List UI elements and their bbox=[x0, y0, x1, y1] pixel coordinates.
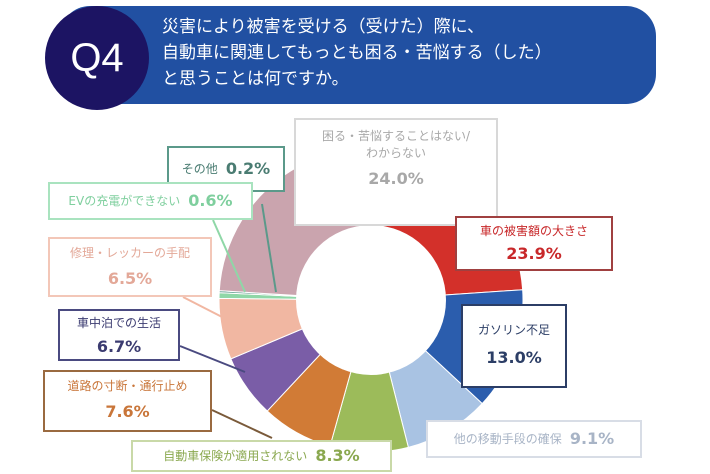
slice-value: 9.1% bbox=[569, 429, 615, 448]
leader-line-other bbox=[261, 203, 277, 293]
label-carsleep: 車中泊での生活 6.7% bbox=[58, 309, 180, 361]
question-banner bbox=[60, 6, 656, 104]
question-number-badge: Q4 bbox=[45, 6, 149, 110]
question-line: と思うことは何ですか。 bbox=[162, 69, 349, 89]
slice-value: 6.7% bbox=[96, 337, 142, 356]
label-damage-cost: 車の被害額の大きさ 23.9% bbox=[455, 216, 613, 271]
label-no-problem: 困る・苦悩することはない/わからない 24.0% bbox=[294, 118, 498, 226]
slice-label: 他の移動手段の確保 bbox=[453, 431, 562, 446]
slice-value: 8.3% bbox=[315, 446, 360, 465]
slice-value: 23.9% bbox=[506, 244, 562, 263]
label-road: 道路の寸断・通行止め 7.6% bbox=[43, 370, 212, 432]
slice-label: EVの充電ができない bbox=[68, 193, 181, 208]
slice-value: 0.2% bbox=[225, 159, 271, 178]
leader-line-carsleep bbox=[179, 345, 246, 373]
slice-label: 困る・苦悩することはない/わからない bbox=[321, 129, 471, 160]
leader-line-repair bbox=[182, 296, 225, 319]
slice-label: 修理・レッカーの手配 bbox=[69, 246, 190, 260]
label-insurance: 自動車保険が適用されない 8.3% bbox=[131, 440, 392, 472]
question-line: 自動車に関連してもっとも困る・苦悩する（した） bbox=[162, 43, 552, 63]
slice-value: 6.5% bbox=[107, 269, 153, 288]
slice-label: ガソリン不足 bbox=[477, 323, 550, 337]
slice-value: 13.0% bbox=[486, 348, 542, 367]
slice-label: その他 bbox=[181, 161, 218, 176]
slice-label: 車中泊での生活 bbox=[76, 316, 161, 330]
slice-label: 自動車保険が適用されない bbox=[163, 448, 308, 463]
question-line: 災害により被害を受ける（受けた）際に、 bbox=[162, 17, 485, 37]
label-repair: 修理・レッカーの手配 6.5% bbox=[48, 237, 212, 297]
label-ev: EVの充電ができない 0.6% bbox=[48, 182, 253, 220]
leader-line-road bbox=[211, 409, 273, 439]
slice-label: 車の被害額の大きさ bbox=[479, 224, 588, 238]
slice-value: 7.6% bbox=[105, 402, 150, 421]
slice-label: 道路の寸断・通行止め bbox=[67, 379, 188, 393]
slice-value: 0.6% bbox=[188, 191, 233, 210]
donut-hole bbox=[296, 225, 446, 375]
slice-value: 24.0% bbox=[368, 169, 424, 188]
label-alt-transport: 他の移動手段の確保 9.1% bbox=[426, 420, 642, 458]
question-text: 災害により被害を受ける（受けた）際に、 自動車に関連してもっとも困る・苦悩する（… bbox=[162, 14, 552, 92]
label-gasoline: ガソリン不足 13.0% bbox=[461, 304, 567, 388]
leader-line-ev bbox=[212, 219, 246, 293]
